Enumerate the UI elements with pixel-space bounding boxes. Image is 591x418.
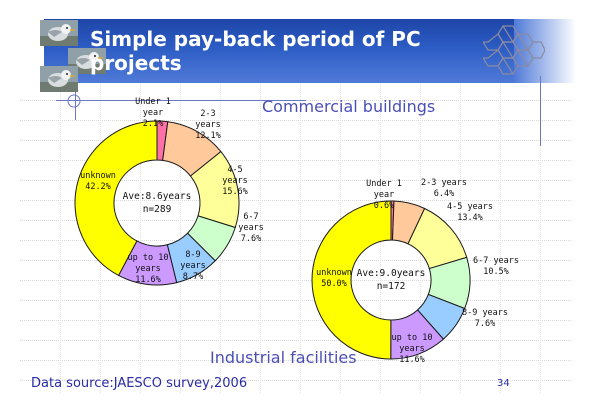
decorative-line [540,76,541,146]
slice-label: 10.5% [483,267,509,277]
slice-label: 6-7 [243,212,258,222]
decorative-line [75,92,76,120]
chart-title-industrial: Industrial facilities [210,348,357,367]
slice-label: up to 10 [392,333,433,343]
bird-photo-icon [40,20,78,46]
donut-slice [311,200,392,360]
crosshair-icon [67,94,81,108]
slice-label: years [180,261,206,271]
slice-label: unknown [80,171,116,181]
slice-label: 42.2% [85,182,111,192]
slice-label: 15.6% [222,187,248,197]
slice-label: years [238,223,264,233]
donut-slice [74,120,158,277]
bird-photo-icon [40,66,78,92]
slice-label: 12.1% [195,131,221,141]
slice-label: years [399,344,425,354]
title-band-background [44,19,514,83]
slice-label: unknown [316,268,352,278]
center-label: n=289 [143,204,172,215]
slice-label: 2-3 [200,109,215,119]
donut-chart-0: Under 1year2.1%2-3years12.1%4-5years15.6… [74,97,264,286]
slice-label: 4-5 [227,165,242,175]
slice-label: 4-5 years [447,202,493,212]
slice-label: years [195,120,221,130]
decorative-line [56,100,306,101]
center-label: Ave:8.6years [123,191,192,202]
slice-label: 2-3 years [421,178,467,188]
slice-label: 2.1% [143,119,163,129]
slice-label: 11.6% [399,355,425,365]
slice-label: year [143,108,163,118]
slice-label: 6.4% [434,189,454,199]
slice-label: 8.7% [183,272,203,282]
page-number: 34 [497,378,510,389]
slice-label: Under 1 [366,179,402,189]
slice-label: 7.6% [475,319,495,329]
slice-label: 8-9 [185,250,200,260]
slice-label: 50.0% [321,279,347,289]
chart-title-commercial: Commercial buildings [262,97,436,116]
slice-label: 13.4% [457,213,483,223]
slice-label: 0.6% [374,201,394,211]
title-band-fade [514,19,576,83]
slice-label: 6-7 years [473,256,519,266]
slide-title: Simple pay-back period of PC projects [90,27,421,75]
slice-label: year [374,190,394,200]
slice-label: Under 1 [135,97,171,107]
slice-label: years [222,176,248,186]
slice-label: years [135,264,161,274]
footer-source: Data source:JAESCO survey,2006 [31,376,248,391]
slice-label: 11.6% [135,275,161,285]
slice-label: 7.6% [241,234,261,244]
center-label: Ave:9.0years [357,268,426,279]
slice-label: 8-9 years [462,308,508,318]
slice-label: up to 10 [128,253,169,263]
title-band [16,9,576,91]
center-label: n=172 [377,281,406,292]
hexagon-logo-icon [483,25,545,75]
